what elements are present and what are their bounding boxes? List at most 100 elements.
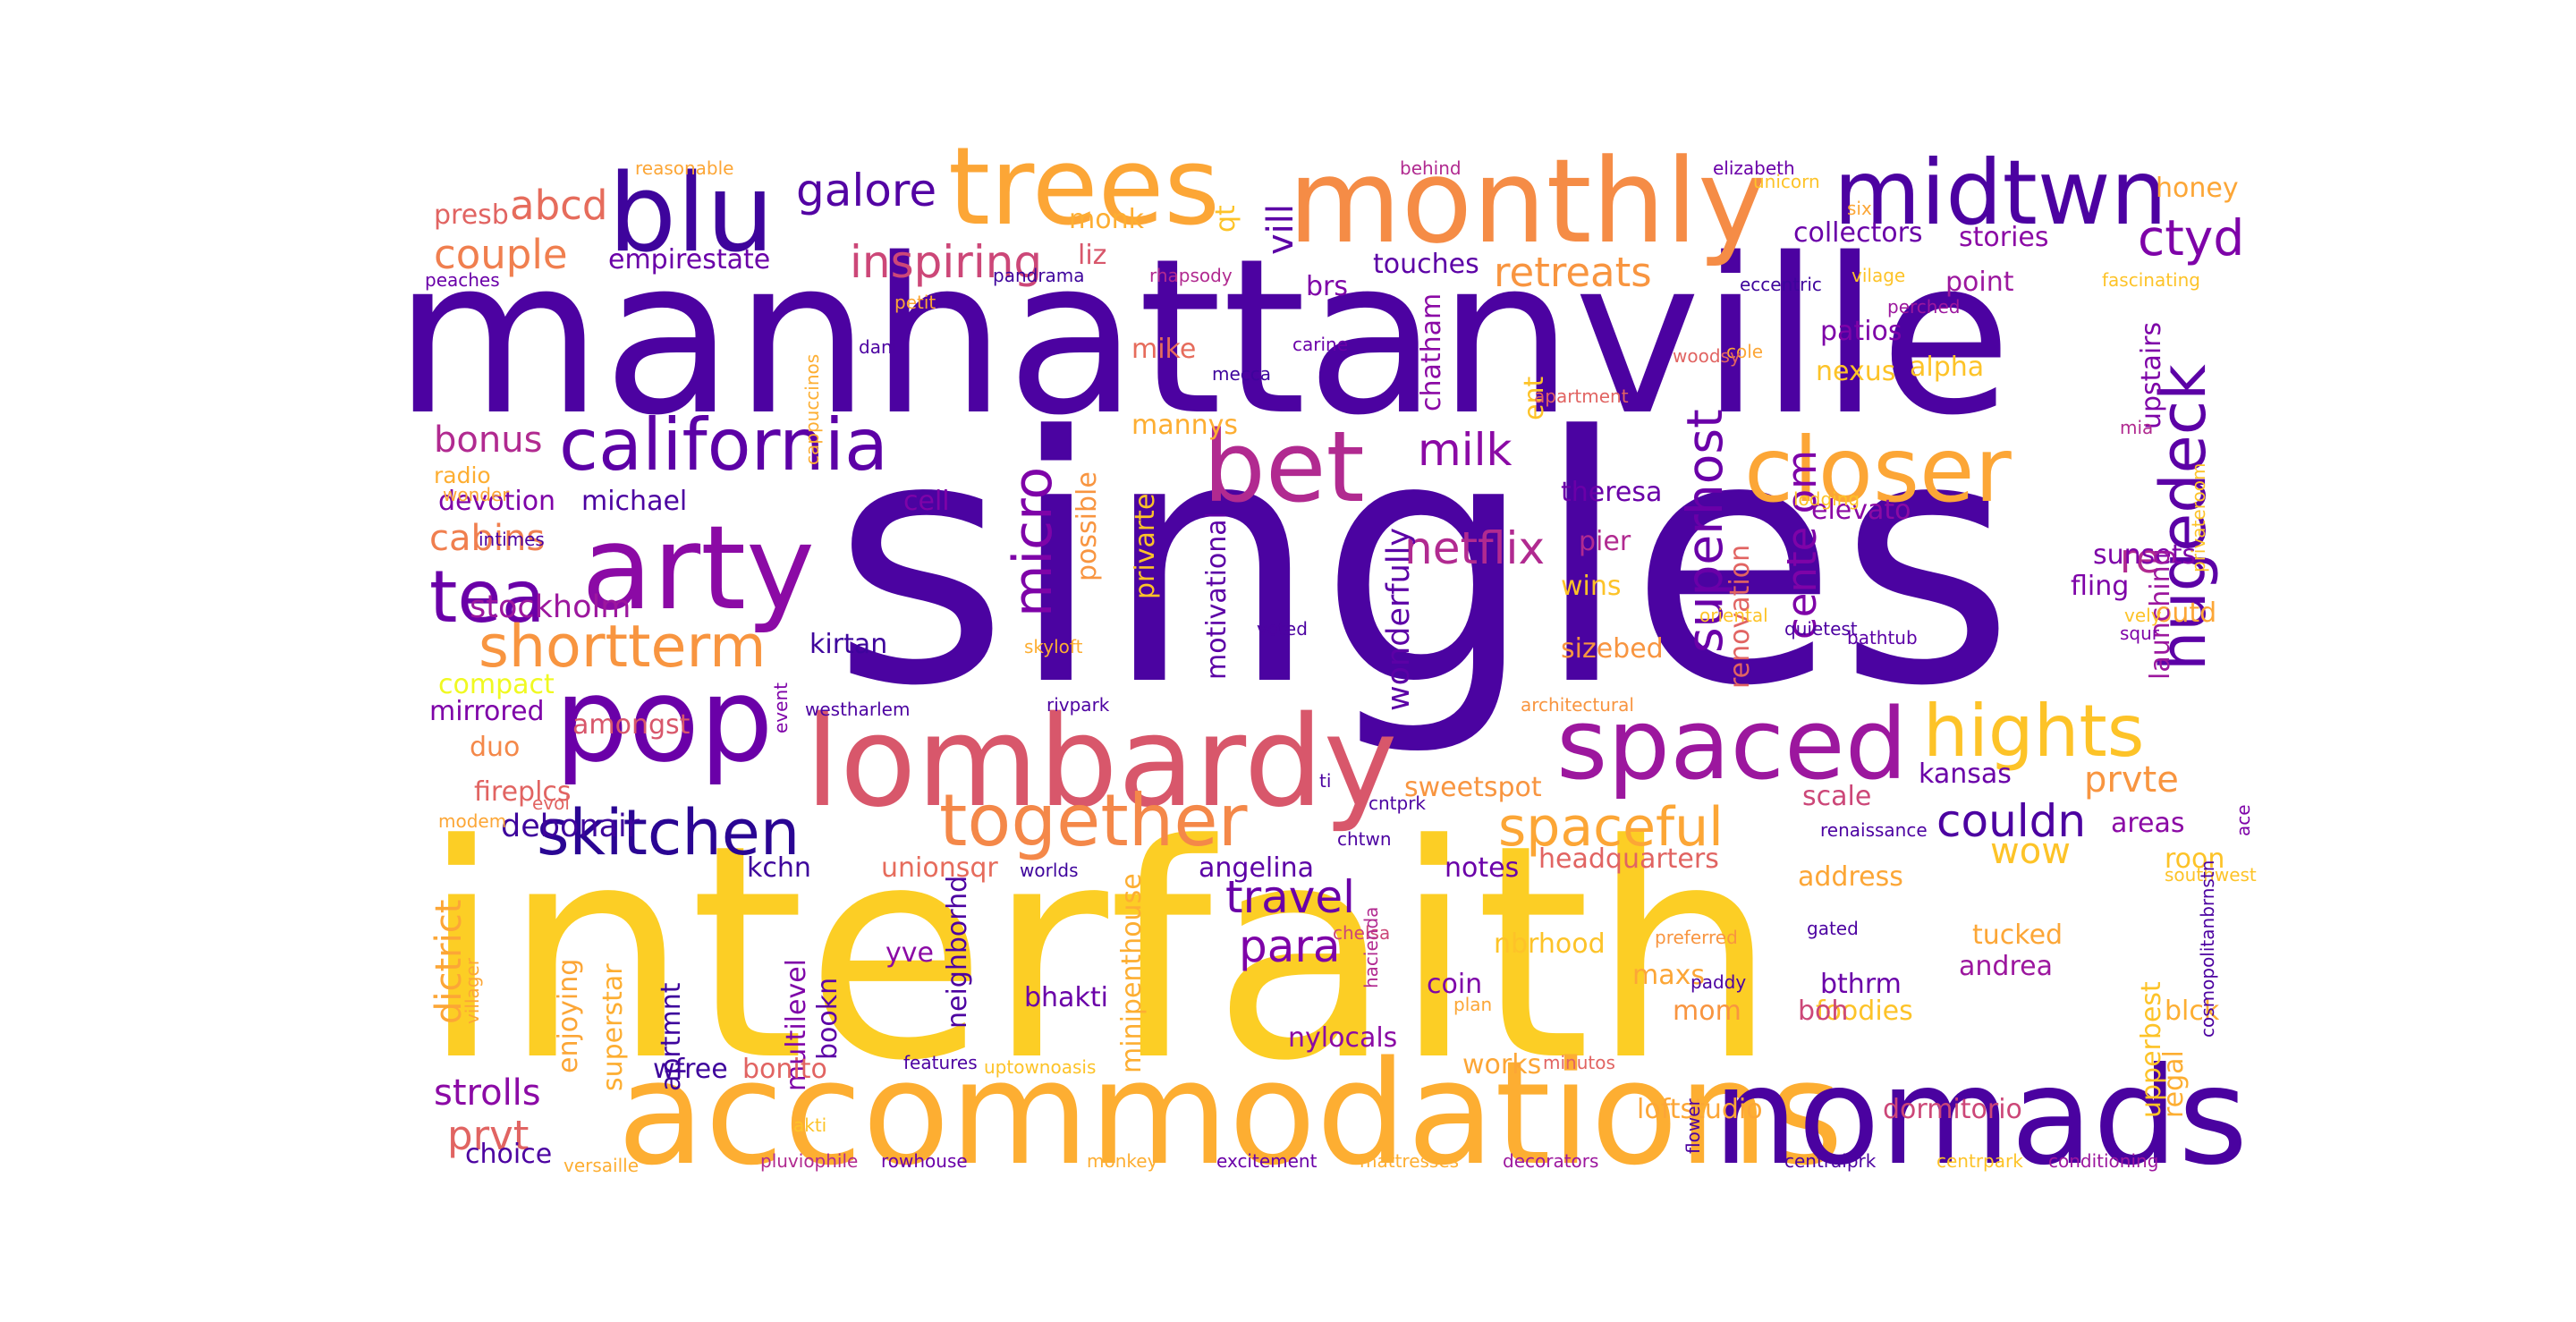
cloud-word-arty: arty bbox=[581, 500, 815, 636]
cloud-word-possible: possible bbox=[1072, 471, 1103, 581]
cloud-word-bhakti: bhakti bbox=[1024, 982, 1108, 1013]
cloud-word-galore: galore bbox=[796, 165, 936, 216]
cloud-word-skyloft: skyloft bbox=[1024, 636, 1083, 657]
cloud-word-wonder: wonder bbox=[443, 484, 510, 505]
cloud-word-singles: singles bbox=[832, 364, 2015, 760]
cloud-word-blck: blck bbox=[2165, 996, 2220, 1027]
cloud-word-amongst: amongst bbox=[572, 709, 691, 741]
cloud-word-cntprk: cntprk bbox=[1368, 792, 1426, 814]
cloud-word-manhattanville: manhattanville bbox=[394, 212, 2012, 462]
cloud-word-carine: carine bbox=[1292, 334, 1348, 355]
cloud-word-radio: radio bbox=[434, 462, 491, 488]
cloud-word-renaissance: renaissance bbox=[1820, 819, 1928, 841]
cloud-word-mirrored: mirrored bbox=[429, 696, 545, 727]
cloud-word-retreats: retreats bbox=[1494, 249, 1652, 296]
cloud-word-chelsa: chelsa bbox=[1333, 922, 1390, 944]
cloud-word-monkey: monkey bbox=[1087, 1150, 1158, 1172]
cloud-word-mike: mike bbox=[1131, 334, 1196, 365]
cloud-word-dani: dani bbox=[859, 336, 897, 358]
cloud-word-unionsqr: unionsqr bbox=[881, 852, 998, 884]
cloud-word-alpha: alpha bbox=[1910, 352, 1984, 383]
cloud-word-vilage: vilage bbox=[1852, 265, 1905, 286]
cloud-word-upstairs: upstairs bbox=[2136, 322, 2167, 429]
cloud-word-oriental: oriental bbox=[1699, 605, 1768, 626]
cloud-word-worlds: worlds bbox=[1020, 860, 1079, 881]
cloud-word-sunsets: sunsets bbox=[2093, 539, 2196, 571]
cloud-word-milk: milk bbox=[1418, 424, 1512, 476]
cloud-word-maxs: maxs bbox=[1632, 960, 1705, 991]
cloud-word-peaches: peaches bbox=[425, 269, 500, 291]
cloud-word-petit: petit bbox=[894, 292, 936, 313]
cloud-word-nomads: nomads bbox=[1713, 1039, 2248, 1195]
cloud-word-devotion: devotion bbox=[438, 486, 555, 517]
cloud-word-event: event bbox=[770, 682, 792, 733]
cloud-word-together: together bbox=[939, 779, 1248, 862]
cloud-word-skitchen: skitchen bbox=[537, 796, 800, 869]
cloud-word-blu: blu bbox=[608, 152, 775, 276]
cloud-word-privarte: privarte bbox=[1130, 494, 1161, 599]
cloud-word-pop: pop bbox=[555, 652, 774, 788]
cloud-word-theresa: theresa bbox=[1561, 477, 1662, 508]
cloud-word-gated: gated bbox=[1807, 918, 1859, 939]
cloud-word-superhost: superhost bbox=[1676, 409, 1733, 653]
cloud-word-rivpark: rivpark bbox=[1046, 694, 1110, 716]
cloud-word-hacienda: hacienda bbox=[1360, 907, 1382, 988]
cloud-word-angelina: angelina bbox=[1199, 852, 1314, 884]
cloud-word-mattresses: mattresses bbox=[1360, 1150, 1459, 1172]
cloud-word-fireplcs: fireplcs bbox=[474, 776, 572, 808]
cloud-word-areas: areas bbox=[2111, 808, 2185, 839]
cloud-word-behind: behind bbox=[1400, 157, 1462, 179]
cloud-word-superstar: superstar bbox=[597, 963, 629, 1091]
cloud-word-launching: launching bbox=[2145, 548, 2176, 680]
cloud-word-enjoying: enjoying bbox=[553, 959, 584, 1073]
cloud-word-midtwn: midtwn bbox=[1834, 140, 2167, 245]
cloud-word-squr: squr bbox=[2120, 623, 2160, 644]
cloud-word-debonair: debonair bbox=[501, 809, 640, 844]
cloud-word-rhapsody: rhapsody bbox=[1149, 265, 1233, 286]
cloud-word-point: point bbox=[1945, 267, 2014, 298]
cloud-word-intimes: intimes bbox=[479, 529, 545, 550]
cloud-word-reasonable: reasonable bbox=[635, 157, 734, 179]
cloud-word-para: para bbox=[1239, 920, 1341, 972]
cloud-word-flower: flower bbox=[1682, 1098, 1704, 1154]
cloud-word-stockholm: stockholm bbox=[470, 589, 631, 625]
cloud-word-choice: choice bbox=[465, 1139, 552, 1170]
cloud-word-collectors: collectors bbox=[1793, 217, 1923, 249]
cloud-word-regal: regal bbox=[2158, 1050, 2190, 1118]
cloud-word-spaced: spaced bbox=[1556, 687, 1908, 801]
cloud-word-foodies: foodies bbox=[1816, 996, 1913, 1027]
cloud-word-vill: vill bbox=[1260, 204, 1301, 255]
cloud-word-liz: liz bbox=[1078, 240, 1106, 271]
cloud-word-woodsy: woodsy bbox=[1673, 345, 1741, 367]
cloud-word-chtwn: chtwn bbox=[1337, 828, 1392, 850]
cloud-word-tucked: tucked bbox=[1972, 919, 2063, 951]
cloud-word-wfree: wfree bbox=[653, 1054, 728, 1085]
cloud-word-ctyd: ctyd bbox=[2138, 209, 2244, 267]
cloud-word-decorators: decorators bbox=[1503, 1150, 1598, 1172]
cloud-word-bet: bet bbox=[1203, 410, 1365, 524]
cloud-word-couple: couple bbox=[434, 231, 568, 278]
cloud-word-scale: scale bbox=[1802, 781, 1871, 812]
cloud-word-quietest: quietest bbox=[1784, 618, 1858, 640]
cloud-word-fascinating: fascinating bbox=[2102, 269, 2200, 291]
cloud-word-renovation: renovation bbox=[1724, 545, 1756, 689]
cloud-word-versaille: versaille bbox=[564, 1155, 639, 1176]
cloud-word-architectural: architectural bbox=[1521, 694, 1634, 716]
cloud-word-pandrama: pandrama bbox=[993, 265, 1085, 286]
cloud-word-hights: hights bbox=[1923, 690, 2144, 773]
cloud-word-multilevel: multilevel bbox=[781, 959, 812, 1091]
cloud-word-cole: cole bbox=[1726, 341, 1763, 362]
cloud-word-couldn: couldn bbox=[1936, 795, 2086, 847]
cloud-word-touches: touches bbox=[1373, 249, 1479, 280]
cloud-word-monthly: monthly bbox=[1288, 133, 1767, 269]
cloud-word-empirestate: empirestate bbox=[608, 244, 770, 275]
cloud-word-uptownoasis: uptownoasis bbox=[984, 1056, 1096, 1078]
cloud-word-ti: ti bbox=[1319, 770, 1331, 792]
cloud-word-cappuccinos: cappuccinos bbox=[801, 354, 823, 465]
cloud-word-paddy: paddy bbox=[1690, 971, 1746, 993]
cloud-word-perched: perched bbox=[1887, 296, 1960, 318]
cloud-word-minipenthouse: minipenthouse bbox=[1116, 873, 1148, 1073]
cloud-word-works: works bbox=[1462, 1049, 1541, 1080]
cloud-word-centrpark: centrpark bbox=[1936, 1150, 2023, 1172]
